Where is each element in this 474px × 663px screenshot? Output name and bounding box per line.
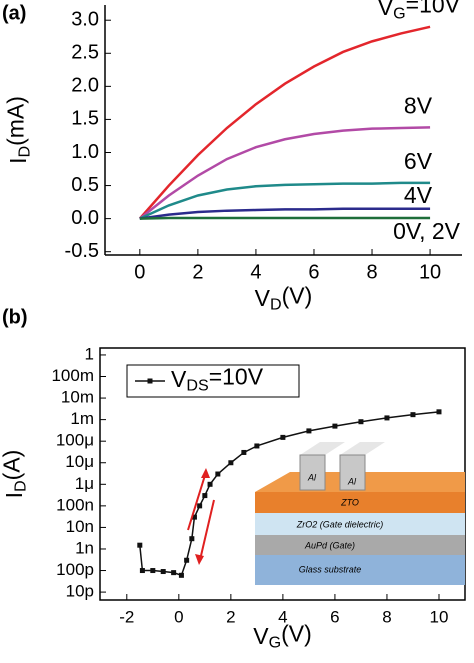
arrow-up [187, 471, 207, 531]
arrow-down [199, 499, 215, 561]
y-tick-label: 10p [66, 582, 94, 601]
x-tick-label: 10 [430, 607, 449, 626]
y-tick-label: 1n [75, 538, 94, 557]
data-marker [139, 568, 145, 574]
data-marker [215, 471, 221, 477]
inset-label: Al [347, 476, 357, 486]
y-tick-label: 1 [85, 344, 94, 363]
x-tick-label: 6 [308, 261, 319, 283]
y-tick-label: 1.0 [71, 141, 99, 163]
glass-layer [255, 555, 465, 585]
data-marker [191, 514, 197, 520]
data-marker [241, 449, 247, 455]
x-tick-label: -2 [119, 607, 134, 626]
y-tick-label: 1.5 [71, 108, 99, 130]
y-axis-label: ID(A) [0, 450, 30, 499]
y-tick-label: 2.0 [71, 75, 99, 97]
y-tick-label: 1μ [75, 474, 94, 493]
series-label: 6V [404, 148, 433, 174]
y-tick-label: 10m [61, 388, 94, 407]
zto-layer [255, 492, 465, 513]
x-tick-label: 4 [278, 607, 287, 626]
inset-label: AuPd (Gate) [304, 540, 355, 550]
series-label: 8V [404, 92, 433, 118]
inset-label: ZTO [340, 497, 359, 507]
al-block [339, 454, 366, 491]
series-label: 4V [404, 182, 433, 208]
x-tick-label: 6 [330, 607, 339, 626]
x-tick-label: 8 [382, 607, 391, 626]
x-tick-label: 0 [134, 261, 145, 283]
y-tick-label: 3.0 [71, 8, 99, 30]
x-tick-label: 4 [250, 261, 261, 283]
device-inset: Al Al ZTO ZrO2 (Gate dielectric) AuPd (G… [255, 442, 465, 585]
data-marker [228, 460, 234, 466]
data-marker [332, 423, 338, 429]
inset-label: Al [307, 472, 317, 482]
data-marker [184, 557, 190, 563]
x-tick-label: 8 [366, 261, 377, 283]
series-label: VG=10V [378, 0, 461, 23]
x-axis-label: VG(V) [253, 621, 312, 652]
zro2-layer [255, 513, 465, 535]
data-line [139, 216, 431, 220]
x-axis-label: VD(V) [255, 283, 313, 314]
data-line [139, 181, 431, 220]
x-tick-label: 2 [192, 261, 203, 283]
inset-label: ZrO2 (Gate dielectric) [296, 519, 384, 529]
y-tick-label: 0.0 [71, 207, 99, 229]
panel-label: (a) [2, 2, 26, 24]
data-line [139, 126, 431, 220]
data-marker [436, 409, 442, 415]
data-marker [137, 542, 143, 548]
data-marker [254, 443, 260, 449]
al-top [300, 442, 345, 455]
data-marker [410, 412, 416, 418]
data-marker [160, 569, 166, 575]
y-axis-label: ID(mA) [3, 96, 34, 164]
inset-label: Glass substrate [299, 564, 362, 574]
al-block [299, 454, 326, 491]
data-marker [150, 568, 156, 574]
y-tick-label: 100p [56, 560, 94, 579]
data-marker [384, 415, 390, 421]
y-tick-label: 100n [56, 495, 94, 514]
data-line [139, 207, 431, 220]
al-top [340, 442, 385, 455]
data-marker [197, 503, 203, 509]
x-tick-label: 2 [226, 607, 235, 626]
y-tick-label: 1m [70, 409, 94, 428]
data-marker [171, 570, 177, 576]
y-tick-label: 10n [66, 517, 94, 536]
data-marker [280, 434, 286, 440]
data-marker [189, 536, 195, 542]
arrowhead [201, 468, 210, 478]
y-tick-label: 0.5 [71, 174, 99, 196]
data-marker [202, 493, 208, 499]
data-marker [306, 428, 312, 434]
data-marker [358, 419, 364, 425]
x-tick-label: 10 [419, 261, 441, 283]
y-tick-label: 100μ [56, 431, 94, 450]
arrowhead [195, 554, 204, 565]
y-tick-label: -0.5 [65, 240, 99, 262]
data-marker [178, 572, 184, 578]
series-label: 0V, 2V [393, 218, 461, 244]
data-line [138, 25, 431, 220]
panel-label: (b) [2, 306, 28, 328]
y-tick-label: 2.5 [71, 42, 99, 64]
x-tick-label: 0 [174, 607, 183, 626]
legend-label: VDS=10V [171, 364, 264, 395]
y-tick-label: 100m [51, 366, 94, 385]
sweep-arrows [187, 468, 215, 565]
data-marker [207, 481, 213, 487]
y-tick-label: 10μ [65, 452, 94, 471]
aupd-layer [255, 535, 465, 555]
legend-marker [147, 378, 153, 384]
